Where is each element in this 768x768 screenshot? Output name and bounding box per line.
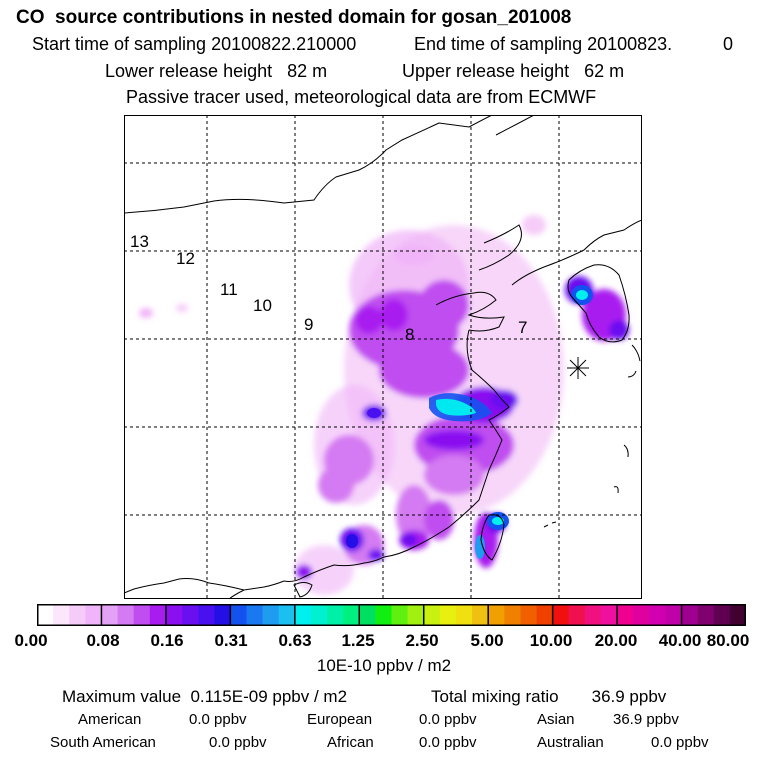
region-value-south-american: 0.0 ppbv: [209, 734, 267, 751]
colorbar-swatch: [294, 604, 312, 626]
latlon-grid: [124, 115, 642, 599]
region-value-american: 0.0 ppbv: [189, 711, 247, 728]
colorbar-tick-label: 10.00: [529, 631, 573, 650]
colorbar-swatch: [600, 604, 618, 626]
time-marker: 8: [405, 325, 414, 344]
colorbar-swatch: [310, 604, 328, 626]
colorbar-swatch: [262, 604, 279, 626]
colorbar-swatch: [439, 604, 457, 626]
colorbar-swatch: [359, 604, 376, 626]
colorbar-swatch: [343, 604, 360, 626]
colorbar-swatch: [649, 604, 666, 626]
colorbar-swatch: [117, 604, 134, 626]
region-value-australian: 0.0 ppbv: [651, 734, 709, 751]
colorbar-swatch: [536, 604, 553, 626]
colorbar-swatch: [472, 604, 489, 626]
maximum-value: Maximum value 0.115E-09 ppbv / m2: [62, 687, 348, 706]
colorbar-swatch: [53, 604, 70, 626]
colorbar-tick-label: 0.16: [150, 631, 184, 650]
colorbar-tick-label: 5.00: [470, 631, 504, 650]
end-time-value: 0: [723, 34, 734, 54]
colorbar-svg: [37, 604, 746, 626]
colorbar-swatch: [407, 604, 425, 626]
colorbar-swatch: [633, 604, 650, 626]
colorbar-swatch: [133, 604, 151, 626]
colorbar-swatch: [423, 604, 441, 626]
upper-release-height: Upper release height 62 m: [402, 61, 625, 81]
colorbar-swatch: [552, 604, 570, 626]
region-label-south-american: South American: [50, 734, 156, 751]
coastlines: [124, 115, 642, 599]
colorbar-tick-label: 40.00: [658, 631, 702, 650]
colorbar-frame: [37, 604, 746, 626]
colorbar-swatch: [520, 604, 537, 626]
colorbar-swatch: [504, 604, 521, 626]
time-markers: 13 12 11 10 9 8 7: [130, 232, 527, 344]
total-mixing-ratio: Total mixing ratio 36.9 ppbv: [431, 687, 667, 706]
time-marker: 9: [304, 315, 313, 334]
colorbar-swatch: [85, 604, 102, 626]
region-label-european: European: [307, 711, 373, 728]
region-label-african: African: [327, 734, 374, 751]
receptor-asterisk-icon: [567, 357, 589, 379]
plot-title: CO source contributions in nested domain…: [16, 7, 572, 28]
colorbar-swatch: [149, 604, 167, 626]
colorbar-swatch: [101, 604, 118, 626]
colorbar-swatch: [681, 604, 698, 626]
colorbar: [37, 604, 746, 626]
colorbar-swatch: [69, 604, 86, 626]
colorbar-swatch: [391, 604, 408, 626]
tracer-note: Passive tracer used, meteorological data…: [126, 87, 597, 107]
colorbar-swatch: [182, 604, 199, 626]
colorbar-swatch: [230, 604, 247, 626]
colorbar-tick-label: 20.00: [594, 631, 638, 650]
region-label-american: American: [78, 711, 142, 728]
time-marker: 11: [220, 280, 238, 299]
colorbar-swatch: [246, 604, 263, 626]
end-time-label: End time of sampling 20100823.: [414, 34, 673, 54]
colorbar-swatch: [198, 604, 215, 626]
region-label-asian: Asian: [537, 711, 575, 728]
colorbar-swatch: [165, 604, 183, 626]
colorbar-swatch: [37, 604, 54, 626]
colorbar-swatch: [665, 604, 682, 626]
colorbar-unit-label: 10E-10 ppbv / m2: [316, 656, 452, 675]
map-svg: 13 12 11 10 9 8 7: [124, 115, 642, 599]
colorbar-swatch: [488, 604, 505, 626]
colorbar-swatch: [214, 604, 231, 626]
colorbar-tick-label: 80.00: [706, 631, 750, 650]
start-time-label: Start time of sampling 20100822.210000: [32, 34, 357, 54]
map-panel: 13 12 11 10 9 8 7: [124, 115, 642, 599]
colorbar-swatch: [729, 604, 746, 626]
time-marker: 13: [130, 232, 149, 251]
colorbar-tick-label: 0.08: [86, 631, 120, 650]
colorbar-tick-label: 0.63: [278, 631, 312, 650]
colorbar-swatch: [455, 604, 473, 626]
colorbar-tick-label: 1.25: [341, 631, 375, 650]
lower-release-height: Lower release height 82 m: [105, 61, 328, 81]
colorbar-swatch: [568, 604, 586, 626]
colorbar-tick-label: 2.50: [405, 631, 439, 650]
map-frame: [124, 115, 642, 599]
region-value-european: 0.0 ppbv: [419, 711, 477, 728]
colorbar-swatch: [278, 604, 296, 626]
time-marker: 10: [253, 296, 272, 315]
colorbar-swatch: [375, 604, 392, 626]
colorbar-tick-label: 0.00: [14, 631, 48, 650]
region-label-australian: Australian: [537, 734, 604, 751]
colorbar-swatch: [713, 604, 731, 626]
colorbar-tick-label: 0.31: [214, 631, 248, 650]
concentration-hotspots: [346, 285, 593, 559]
region-value-african: 0.0 ppbv: [419, 734, 477, 751]
colorbar-swatch: [617, 604, 634, 626]
region-value-asian: 36.9 ppbv: [613, 711, 679, 728]
time-marker: 12: [176, 249, 195, 268]
colorbar-swatch: [584, 604, 602, 626]
colorbar-swatch: [697, 604, 715, 626]
time-marker: 7: [518, 318, 527, 337]
colorbar-swatch: [327, 604, 344, 626]
